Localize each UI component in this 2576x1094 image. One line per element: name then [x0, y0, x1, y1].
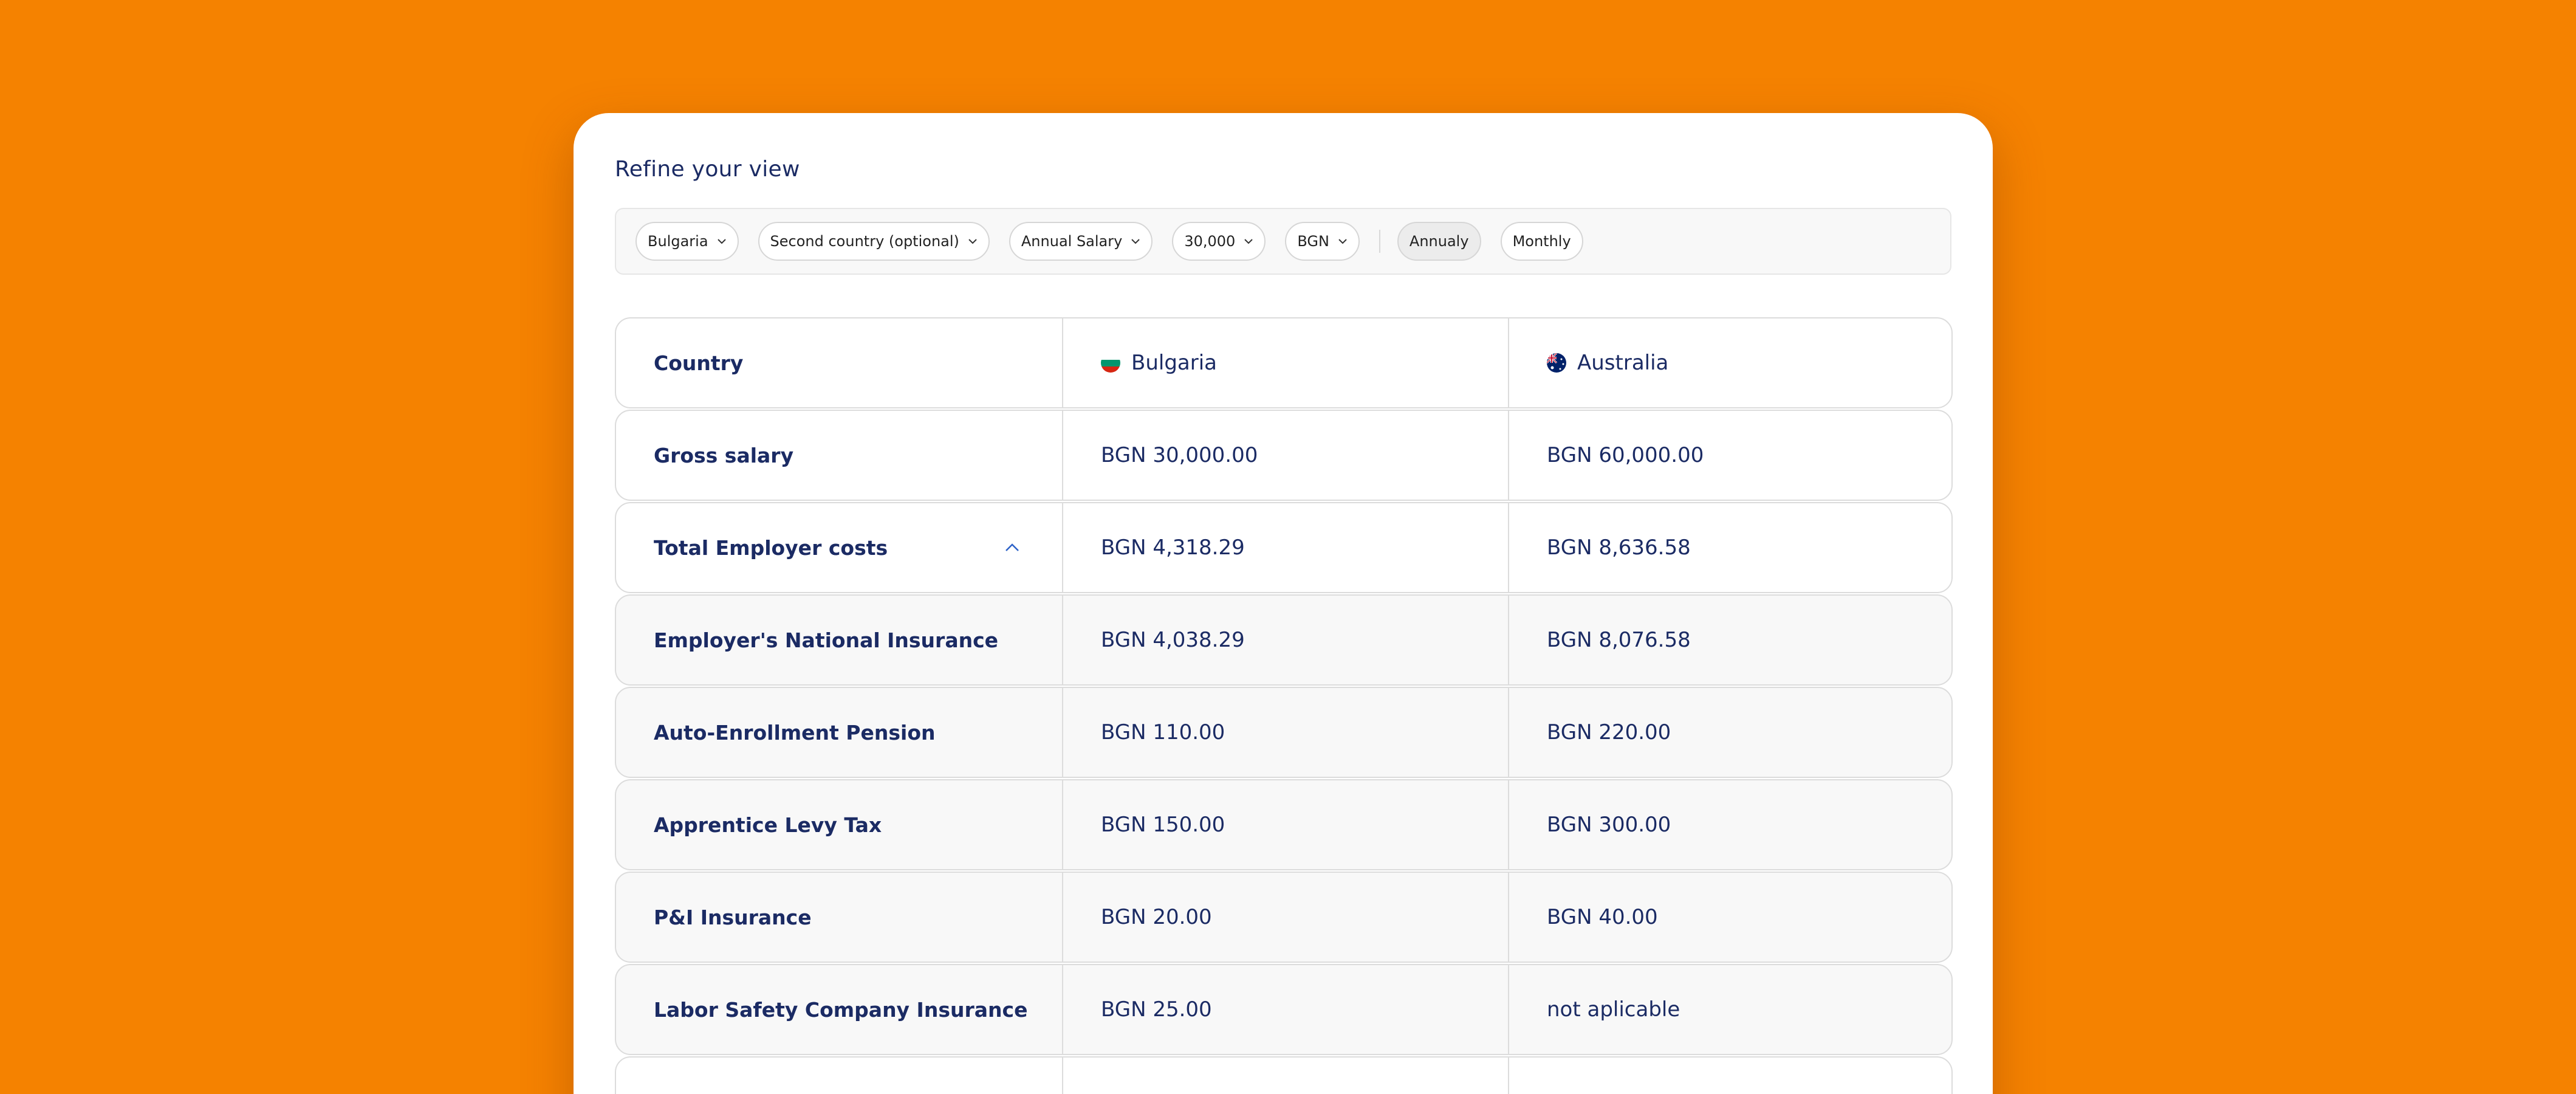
row-value-country-2: BGN 300.00	[1508, 780, 1951, 869]
header-label: Country	[654, 351, 744, 375]
row-label: Gross salary	[654, 443, 794, 467]
row-label: Labor Safety Company Insurance	[654, 997, 1028, 1022]
row-label: Apprentice Levy Tax	[654, 813, 882, 837]
bulgaria-flag-icon	[1101, 353, 1120, 373]
header-country-1-label: Bulgaria	[1131, 351, 1217, 375]
row-value-country-1: BGN 20.00	[1062, 873, 1508, 962]
table-subrow: Employer's National Insurance BGN 4,038.…	[615, 594, 1953, 686]
row-value-country-1: BGN 4,318.29	[1062, 503, 1508, 592]
salary-type-select-label: Annual Salary	[1021, 233, 1123, 250]
table-subrow: Labor Safety Company Insurance BGN 25.00…	[615, 964, 1953, 1055]
table-subrow: P&I Insurance BGN 20.00 BGN 40.00	[615, 872, 1953, 963]
table-row	[615, 1056, 1953, 1094]
row-value-country-1	[1062, 1058, 1508, 1094]
amount-select-label: 30,000	[1184, 233, 1236, 250]
row-label-text: Total Employer costs	[654, 535, 888, 560]
row-value-country-2	[1508, 1058, 1951, 1094]
header-country-2-label: Australia	[1577, 351, 1669, 375]
row-value-country-2: BGN 60,000.00	[1508, 411, 1951, 500]
amount-select[interactable]: 30,000	[1172, 222, 1266, 261]
row-value-country-2: BGN 40.00	[1508, 873, 1951, 962]
row-label	[616, 1058, 1062, 1094]
chevron-down-icon	[1244, 238, 1253, 244]
row-label: P&I Insurance	[654, 905, 812, 929]
table-row-expandable[interactable]: Total Employer costs BGN 4,318.29 BGN 8,…	[615, 502, 1953, 593]
table-subrow: Apprentice Levy Tax BGN 150.00 BGN 300.0…	[615, 779, 1953, 870]
row-value-country-2: BGN 8,076.58	[1508, 596, 1951, 684]
country-select-label: Bulgaria	[648, 233, 708, 250]
chevron-up-icon[interactable]	[1005, 543, 1019, 552]
second-country-select[interactable]: Second country (optional)	[758, 222, 990, 261]
chevron-down-icon	[717, 238, 727, 244]
filter-bar: Bulgaria Second country (optional) Annua…	[615, 208, 1951, 275]
chevron-down-icon	[1131, 238, 1140, 244]
row-value-country-1: BGN 150.00	[1062, 780, 1508, 869]
row-value-country-1: BGN 30,000.00	[1062, 411, 1508, 500]
row-label: Auto-Enrollment Pension	[654, 720, 936, 745]
country-select[interactable]: Bulgaria	[635, 222, 739, 261]
header-country-1: Bulgaria	[1062, 318, 1508, 407]
card-title: Refine your view	[615, 157, 800, 182]
row-value-country-1: BGN 110.00	[1062, 688, 1508, 777]
header-country-2: Australia	[1508, 318, 1951, 407]
row-value-country-1: BGN 25.00	[1062, 965, 1508, 1054]
table-subrow: Auto-Enrollment Pension BGN 110.00 BGN 2…	[615, 687, 1953, 778]
row-label: Total Employer costs	[616, 503, 1062, 592]
row-value-country-2: not aplicable	[1508, 965, 1951, 1054]
second-country-select-label: Second country (optional)	[770, 233, 959, 250]
chevron-down-icon	[968, 238, 978, 244]
filter-divider	[1379, 230, 1380, 253]
table-row: Gross salary BGN 30,000.00 BGN 60,000.00	[615, 410, 1953, 501]
currency-select-label: BGN	[1297, 233, 1329, 250]
australia-flag-icon	[1547, 353, 1566, 373]
row-value-country-2: BGN 8,636.58	[1508, 503, 1951, 592]
chevron-down-icon	[1338, 238, 1348, 244]
currency-select[interactable]: BGN	[1285, 222, 1360, 261]
row-value-country-2: BGN 220.00	[1508, 688, 1951, 777]
annual-toggle-label: Annualy	[1409, 233, 1469, 250]
refine-view-card: Refine your view Bulgaria Second country…	[574, 113, 1993, 1094]
row-value-country-1: BGN 4,038.29	[1062, 596, 1508, 684]
table-header-row: Country Bulgaria	[615, 317, 1953, 408]
monthly-toggle[interactable]: Monthly	[1500, 222, 1583, 261]
salary-type-select[interactable]: Annual Salary	[1009, 222, 1153, 261]
annual-toggle[interactable]: Annualy	[1397, 222, 1481, 261]
row-label: Employer's National Insurance	[654, 628, 999, 652]
comparison-table: Country Bulgaria	[615, 317, 1953, 1094]
monthly-toggle-label: Monthly	[1512, 233, 1571, 250]
